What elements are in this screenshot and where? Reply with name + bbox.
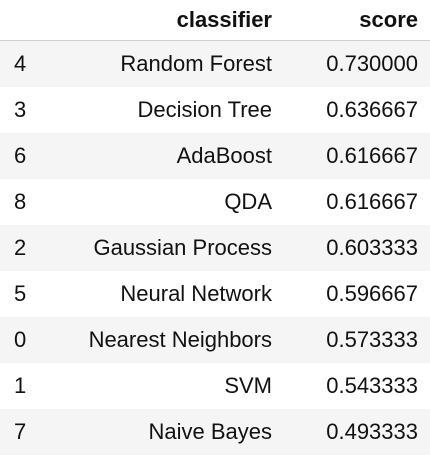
table-row: 3 Decision Tree 0.636667 <box>0 87 430 133</box>
classifier-cell: AdaBoost <box>176 143 272 168</box>
table-row: 4 Random Forest 0.730000 <box>0 40 430 87</box>
row-index: 4 <box>14 51 27 76</box>
score-cell: 0.616667 <box>326 143 418 168</box>
row-index: 1 <box>14 373 27 398</box>
classifier-cell: QDA <box>224 189 272 214</box>
score-cell: 0.596667 <box>326 281 418 306</box>
score-cell: 0.603333 <box>326 235 418 260</box>
row-index: 2 <box>14 235 27 260</box>
row-index: 0 <box>14 327 27 352</box>
header-row: classifier score <box>0 0 430 41</box>
table-row: 7 Naive Bayes 0.493333 <box>0 409 430 455</box>
row-index: 7 <box>14 419 27 444</box>
score-cell: 0.730000 <box>326 51 418 76</box>
row-index: 3 <box>14 97 27 122</box>
classifier-cell: Decision Tree <box>137 97 272 122</box>
index-column-header <box>0 0 52 41</box>
row-index: 8 <box>14 189 27 214</box>
row-index: 6 <box>14 143 27 168</box>
score-column-header: score <box>284 0 430 41</box>
table-row: 6 AdaBoost 0.616667 <box>0 133 430 179</box>
table-header: classifier score <box>0 0 430 41</box>
score-cell: 0.636667 <box>326 97 418 122</box>
table-row: 5 Neural Network 0.596667 <box>0 271 430 317</box>
classifier-cell: Nearest Neighbors <box>88 327 272 352</box>
table-row: 0 Nearest Neighbors 0.573333 <box>0 317 430 363</box>
table-row: 8 QDA 0.616667 <box>0 179 430 225</box>
classifier-cell: SVM <box>224 373 272 398</box>
classifier-column-header: classifier <box>52 0 284 41</box>
score-cell: 0.543333 <box>326 373 418 398</box>
table-row: 1 SVM 0.543333 <box>0 363 430 409</box>
table-row: 2 Gaussian Process 0.603333 <box>0 225 430 271</box>
classifier-cell: Random Forest <box>120 51 272 76</box>
score-cell: 0.493333 <box>326 419 418 444</box>
table-body: 4 Random Forest 0.730000 3 Decision Tree… <box>0 40 430 455</box>
row-index: 5 <box>14 281 27 306</box>
score-cell: 0.616667 <box>326 189 418 214</box>
classifier-cell: Neural Network <box>120 281 272 306</box>
classifier-cell: Naive Bayes <box>148 419 272 444</box>
score-cell: 0.573333 <box>326 327 418 352</box>
classifier-cell: Gaussian Process <box>93 235 272 260</box>
